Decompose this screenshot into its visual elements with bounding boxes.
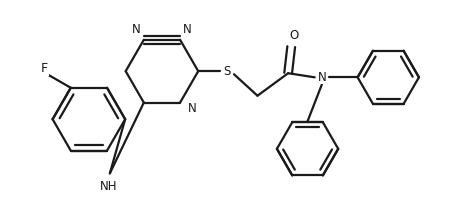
Text: F: F [41,62,48,75]
Text: S: S [223,65,231,78]
Text: O: O [290,29,299,42]
Text: N: N [188,102,197,115]
Text: N: N [132,23,141,36]
Text: N: N [318,71,326,84]
Text: NH: NH [100,180,118,193]
Text: N: N [183,23,192,36]
